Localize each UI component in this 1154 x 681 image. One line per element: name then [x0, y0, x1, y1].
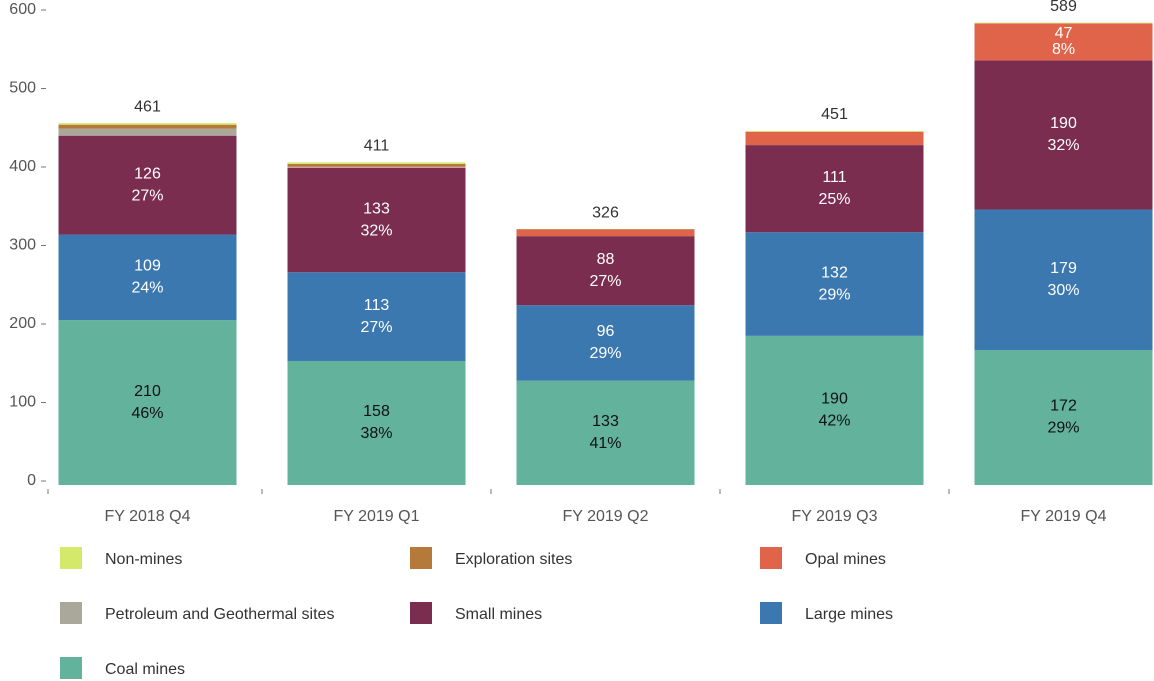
bar-segment	[287, 163, 466, 167]
x-tick-label: FY 2019 Q4	[1021, 508, 1107, 525]
percent-label: 29%	[1047, 420, 1079, 437]
value-label: 126	[134, 165, 161, 182]
value-label: 88	[597, 251, 615, 268]
percent-label: 27%	[131, 187, 163, 204]
legend-swatch	[760, 602, 782, 624]
bar-segment	[516, 236, 695, 306]
percent-label: 27%	[589, 273, 621, 290]
value-label: 210	[134, 383, 161, 400]
value-label: 133	[592, 413, 619, 430]
bar-segment	[745, 130, 924, 132]
value-label: 113	[364, 297, 390, 314]
bar-segment	[58, 234, 237, 321]
bar-segment	[745, 232, 924, 336]
legend-label: Non-mines	[105, 551, 182, 568]
total-label: 461	[134, 98, 161, 115]
value-label: 179	[1050, 260, 1077, 277]
percent-label: 8%	[1052, 41, 1075, 58]
y-tick-label: 400	[9, 158, 36, 175]
percent-label: 25%	[818, 191, 850, 208]
x-tick-label: FY 2018 Q4	[105, 508, 191, 525]
percent-label: 32%	[360, 222, 392, 239]
legend-label: Petroleum and Geothermal sites	[105, 606, 334, 623]
y-tick-label: 200	[9, 315, 36, 332]
value-label: 132	[821, 264, 848, 281]
y-tick-label: 500	[9, 80, 36, 97]
total-label: 326	[592, 204, 619, 221]
y-tick-label: 100	[9, 394, 36, 411]
percent-label: 46%	[131, 405, 163, 422]
legend-swatch	[410, 547, 432, 569]
percent-label: 32%	[1047, 137, 1079, 154]
bar-segment	[974, 349, 1153, 485]
legend-swatch	[60, 657, 82, 679]
legend-label: Coal mines	[105, 661, 185, 678]
total-label: 411	[364, 138, 390, 155]
total-label: 451	[821, 106, 848, 123]
bar-segment	[287, 167, 466, 273]
x-tick-label: FY 2019 Q2	[563, 508, 649, 525]
total-label: 589	[1050, 0, 1077, 15]
value-label: 158	[363, 403, 390, 420]
legend-label: Large mines	[805, 606, 893, 623]
bar-segment	[58, 135, 237, 235]
legend-label: Exploration sites	[455, 551, 572, 568]
percent-label: 24%	[131, 280, 163, 297]
bar-segment	[287, 162, 466, 164]
bar-segment	[287, 360, 466, 485]
bar-segment	[516, 305, 695, 381]
bar-segment	[58, 123, 237, 125]
legend-swatch	[760, 547, 782, 569]
bar-segment	[516, 380, 695, 485]
legend-swatch	[60, 547, 82, 569]
bar-segment	[516, 229, 695, 237]
value-label: 172	[1050, 398, 1077, 415]
bar-segment	[974, 209, 1153, 350]
y-tick-label: 600	[9, 1, 36, 18]
legend-label: Opal mines	[805, 551, 886, 568]
percent-label: 41%	[589, 435, 621, 452]
y-tick-label: 0	[27, 472, 36, 489]
bar-segment	[745, 131, 924, 146]
percent-label: 29%	[818, 286, 850, 303]
bar-segment	[287, 167, 466, 168]
legend-label: Small mines	[455, 606, 542, 623]
bar-segment	[974, 60, 1153, 210]
percent-label: 27%	[360, 319, 392, 336]
percent-label: 29%	[589, 345, 621, 362]
y-tick-label: 300	[9, 237, 36, 254]
percent-label: 30%	[1047, 282, 1079, 299]
percent-label: 42%	[818, 413, 850, 430]
value-label: 190	[821, 391, 848, 408]
value-label: 47	[1055, 25, 1073, 42]
bar-segment	[974, 22, 1153, 24]
bar-segment	[516, 229, 695, 230]
bar-segment	[287, 272, 466, 361]
bar-segment	[58, 320, 237, 485]
value-label: 109	[134, 258, 161, 275]
value-label: 190	[1050, 115, 1077, 132]
bar-segment	[58, 124, 237, 129]
bar-segment	[745, 145, 924, 233]
bar-segment	[974, 23, 1153, 61]
bar-segment	[745, 335, 924, 485]
bar-segment	[287, 166, 466, 168]
percent-label: 38%	[360, 425, 392, 442]
x-tick-label: FY 2019 Q1	[334, 508, 420, 525]
value-label: 111	[822, 169, 846, 186]
value-label: 96	[597, 323, 615, 340]
x-tick-label: FY 2019 Q3	[792, 508, 878, 525]
legend-swatch	[60, 602, 82, 624]
bar-segment	[58, 128, 237, 136]
value-label: 133	[363, 200, 390, 217]
legend-swatch	[410, 602, 432, 624]
